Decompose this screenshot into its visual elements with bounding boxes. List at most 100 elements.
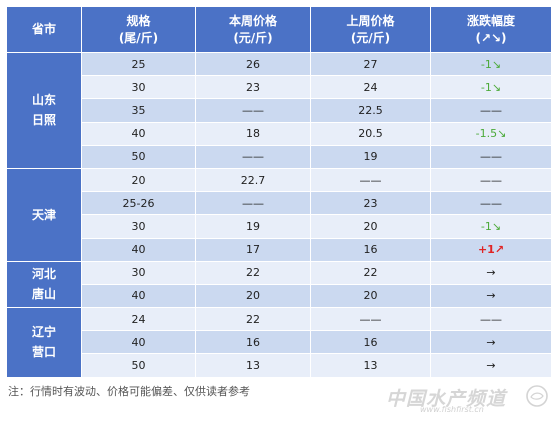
change-value: ——: [480, 173, 502, 187]
this-week-cell: 16: [195, 330, 311, 355]
this-week-cell: 23: [195, 75, 311, 100]
province-cell: 辽宁 营口: [6, 307, 82, 378]
change-cell: ——: [430, 98, 552, 123]
last-week-cell: 24: [310, 75, 431, 100]
watermark-text: 中国水产频道: [386, 388, 507, 410]
this-week-cell: 17: [195, 237, 311, 262]
fish-logo-icon: [525, 384, 549, 412]
watermark: 中国水产频道 www.fishfirst.cn: [386, 384, 551, 414]
table-row: 35 —— 22.5 ——: [7, 98, 552, 123]
change-value: ——: [480, 196, 502, 210]
spec-cell: 25-26: [81, 191, 196, 216]
this-week-cell: 13: [195, 353, 311, 378]
table-row: 河北 唐山 30 22 22 →: [6, 260, 552, 309]
last-week-cell: 20: [310, 283, 431, 309]
table-row: 40 20 20 →: [7, 283, 552, 309]
change-cell: ——: [430, 144, 552, 169]
change-cell: ——: [430, 191, 552, 216]
spec-cell: 30: [81, 260, 196, 285]
province-cell: 天津: [6, 167, 82, 262]
change-value: -1↘: [480, 80, 502, 94]
this-week-cell: 19: [195, 214, 311, 239]
spec-cell: 40: [81, 283, 196, 309]
this-week-header: 本周价格 (元/斤): [195, 6, 311, 53]
this-week-cell: 26: [195, 51, 311, 77]
spec-cell: 40: [81, 121, 196, 146]
table-row: 辽宁 营口 24 22 —— ——: [6, 307, 552, 378]
table-row: 30 19 20 -1↘: [7, 214, 552, 239]
change-value: →: [486, 359, 496, 373]
this-week-cell: 22: [195, 307, 311, 332]
watermark-url: www.fishfirst.cn: [420, 405, 484, 414]
this-week-cell: 22: [195, 260, 311, 285]
this-week-cell: ——: [195, 144, 311, 169]
change-cell: +1↗: [430, 237, 552, 262]
change-cell: →: [430, 283, 552, 309]
change-cell: -1.5↘: [430, 121, 552, 146]
change-value: →: [486, 335, 496, 349]
change-value: -1↘: [480, 57, 502, 71]
change-header: 涨跌幅度 (↗↘): [430, 6, 552, 53]
change-cell: ——: [430, 307, 552, 332]
change-cell: ——: [430, 167, 552, 193]
this-week-cell: 22.7: [195, 167, 311, 193]
table-row: 40 17 16 +1↗: [7, 237, 552, 262]
change-cell: -1↘: [430, 75, 552, 100]
last-week-cell: 20: [310, 214, 431, 239]
spec-cell: 20: [81, 167, 196, 193]
change-cell: -1↘: [430, 51, 552, 77]
table-row: 50 13 13 →: [7, 353, 552, 378]
change-value: -1↘: [480, 219, 502, 233]
change-value: →: [486, 266, 496, 280]
last-week-cell: 19: [310, 144, 431, 169]
change-cell: →: [430, 260, 552, 285]
this-week-cell: ——: [195, 98, 311, 123]
footnote: 注：行情时有波动、价格可能偏差、仅供读者参考: [8, 385, 250, 398]
table-row: 30 23 24 -1↘: [7, 75, 552, 100]
table-row: 50 —— 19 ——: [7, 144, 552, 169]
spec-cell: 40: [81, 237, 196, 262]
last-week-cell: ——: [310, 307, 431, 332]
table-row: 40 18 20.5 -1.5↘: [7, 121, 552, 146]
table-row: 25-26 —— 23 ——: [7, 191, 552, 216]
province-header: 省市: [6, 6, 82, 53]
change-value: +1↗: [477, 243, 505, 257]
change-value: ——: [480, 312, 502, 326]
last-week-cell: ——: [310, 167, 431, 193]
last-week-cell: 27: [310, 51, 431, 77]
spec-cell: 35: [81, 98, 196, 123]
last-week-cell: 23: [310, 191, 431, 216]
spec-header: 规格 (尾/斤): [81, 6, 196, 53]
spec-cell: 50: [81, 144, 196, 169]
last-week-cell: 13: [310, 353, 431, 378]
table-row: 天津 20 22.7 —— ——: [6, 167, 552, 262]
header-row: 省市 规格 (尾/斤) 本周价格 (元/斤) 上周价格 (元/斤) 涨跌幅度 (↗↘): [6, 6, 552, 53]
spec-cell: 25: [81, 51, 196, 77]
spec-cell: 40: [81, 330, 196, 355]
spec-cell: 24: [81, 307, 196, 332]
this-week-cell: 20: [195, 283, 311, 309]
last-week-cell: 16: [310, 330, 431, 355]
spec-cell: 30: [81, 75, 196, 100]
this-week-cell: 18: [195, 121, 311, 146]
change-value: ——: [480, 103, 502, 117]
change-cell: →: [430, 353, 552, 378]
spec-cell: 30: [81, 214, 196, 239]
last-week-cell: 22.5: [310, 98, 431, 123]
change-value: ——: [480, 150, 502, 164]
province-cell: 河北 唐山: [6, 260, 82, 309]
last-week-cell: 16: [310, 237, 431, 262]
last-week-header: 上周价格 (元/斤): [310, 6, 431, 53]
table-row: 山东 日照 25 26 27 -1↘: [6, 51, 552, 169]
price-table: 省市 规格 (尾/斤) 本周价格 (元/斤) 上周价格 (元/斤) 涨跌幅度 (↗↘) …: [6, 6, 552, 378]
change-value: -1.5↘: [475, 127, 507, 141]
this-week-cell: ——: [195, 191, 311, 216]
change-cell: →: [430, 330, 552, 355]
province-cell: 山东 日照: [6, 52, 82, 169]
table-row: 40 16 16 →: [7, 330, 552, 355]
last-week-cell: 22: [310, 260, 431, 285]
price-table-body: 山东 日照 25 26 27 -1↘ 30 23 24 -1↘ 35 —— 22.5 —— 40 18 20.5…: [6, 51, 552, 378]
last-week-cell: 20.5: [310, 121, 431, 146]
change-value: →: [486, 289, 496, 303]
spec-cell: 50: [81, 353, 196, 378]
